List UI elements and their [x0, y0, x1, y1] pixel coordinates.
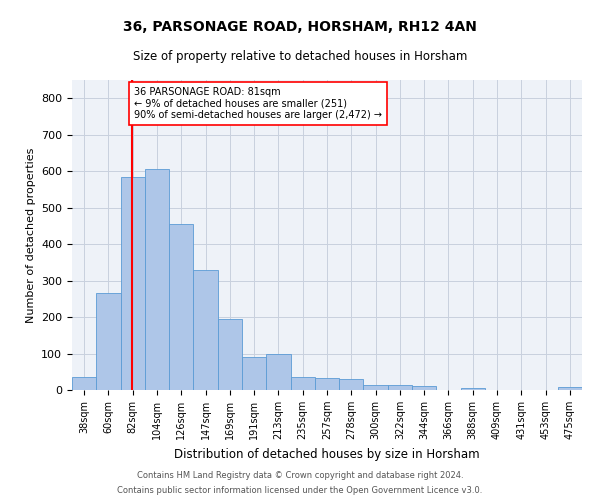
Text: 36, PARSONAGE ROAD, HORSHAM, RH12 4AN: 36, PARSONAGE ROAD, HORSHAM, RH12 4AN	[123, 20, 477, 34]
Bar	[121, 176, 145, 390]
Bar	[364, 385, 388, 390]
Bar	[339, 379, 364, 390]
Bar	[558, 388, 582, 390]
Bar	[388, 385, 412, 390]
Text: Contains public sector information licensed under the Open Government Licence v3: Contains public sector information licen…	[118, 486, 482, 495]
Bar	[242, 357, 266, 390]
Text: 36 PARSONAGE ROAD: 81sqm
← 9% of detached houses are smaller (251)
90% of semi-d: 36 PARSONAGE ROAD: 81sqm ← 9% of detache…	[134, 88, 382, 120]
Bar	[218, 319, 242, 390]
Bar	[72, 377, 96, 390]
Bar	[412, 386, 436, 390]
Bar	[145, 170, 169, 390]
Bar	[193, 270, 218, 390]
Bar	[461, 388, 485, 390]
X-axis label: Distribution of detached houses by size in Horsham: Distribution of detached houses by size …	[174, 448, 480, 460]
Bar	[96, 294, 121, 390]
Bar	[290, 377, 315, 390]
Text: Size of property relative to detached houses in Horsham: Size of property relative to detached ho…	[133, 50, 467, 63]
Bar	[169, 224, 193, 390]
Y-axis label: Number of detached properties: Number of detached properties	[26, 148, 35, 322]
Bar	[315, 378, 339, 390]
Bar	[266, 354, 290, 390]
Text: Contains HM Land Registry data © Crown copyright and database right 2024.: Contains HM Land Registry data © Crown c…	[137, 471, 463, 480]
